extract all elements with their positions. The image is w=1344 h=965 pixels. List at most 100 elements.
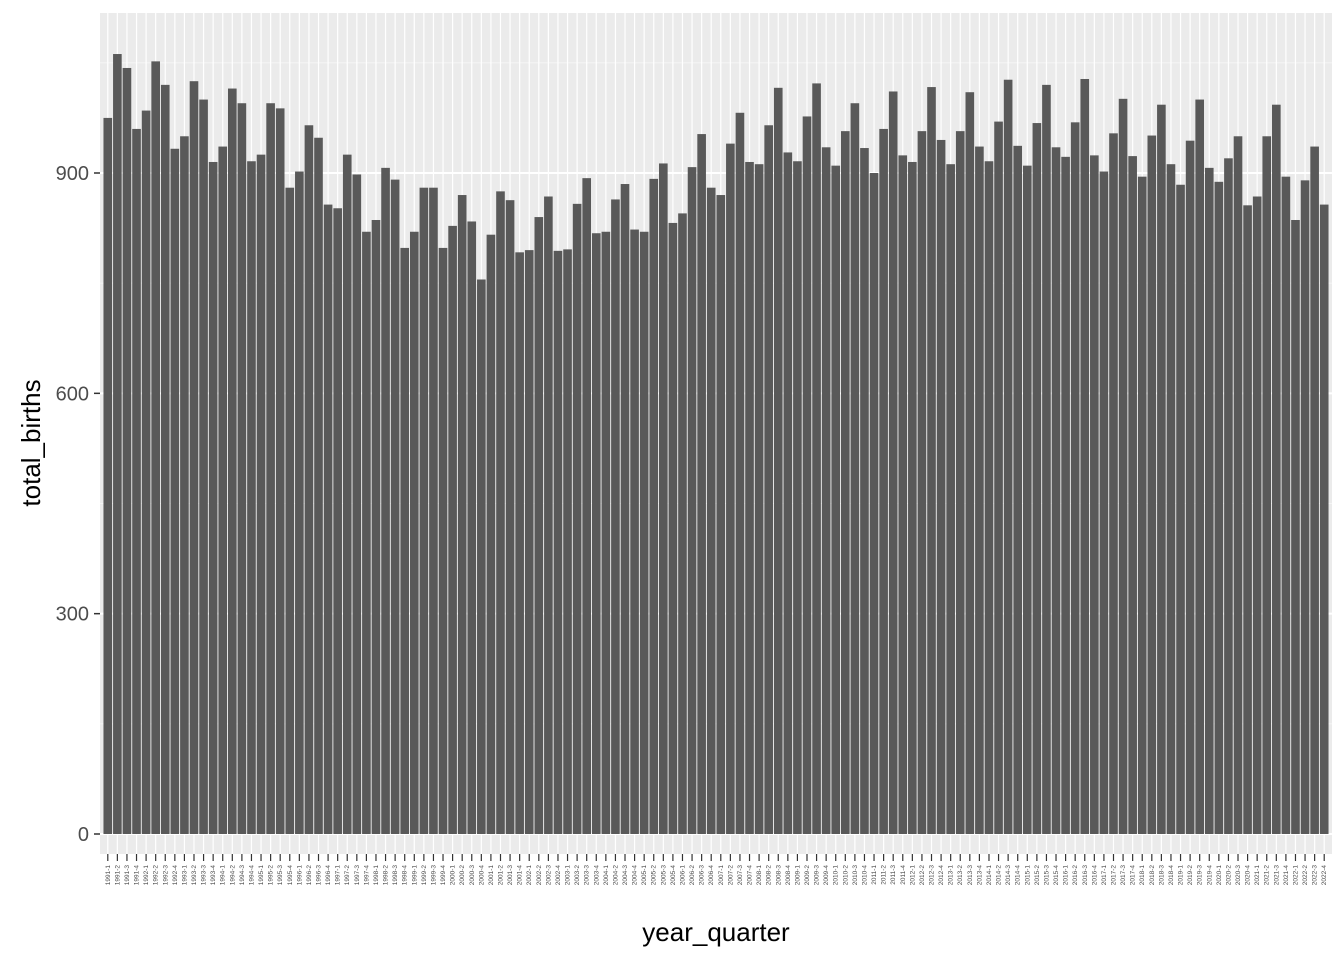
bar-2019-4 xyxy=(1204,167,1214,834)
bar-1998-4 xyxy=(400,247,410,834)
x-tick-label: 2005-4 xyxy=(670,865,677,886)
x-tick-label: 2018-2 xyxy=(1149,865,1156,886)
bar-2018-1 xyxy=(1137,176,1147,834)
bar-2011-3 xyxy=(888,91,898,834)
x-tick-label: 2015-2 xyxy=(1034,865,1041,886)
x-tick-label: 1994-4 xyxy=(248,865,255,886)
x-tick-label: 1996-1 xyxy=(296,865,303,886)
bar-2007-2 xyxy=(726,143,735,835)
bar-2006-1 xyxy=(678,213,687,835)
x-tick-label: 2008-4 xyxy=(785,865,792,886)
x-tick-label: 2020-2 xyxy=(1225,865,1232,886)
x-tick-label: 2016-3 xyxy=(1082,865,1089,886)
x-tick-label: 2011-4 xyxy=(900,865,907,885)
x-axis: 1991-1 1991-2 1991-3 1991-4 1992-1 1992-2 1992… xyxy=(105,854,1328,885)
x-tick-label: 2019-3 xyxy=(1197,865,1204,886)
x-tick-label: 2005-3 xyxy=(660,865,667,886)
bar-2002-4 xyxy=(553,250,563,835)
bar-2007-1 xyxy=(716,195,726,835)
x-tick-label: 1998-4 xyxy=(402,865,409,886)
bar-1996-3 xyxy=(314,137,323,834)
bar-2020-3 xyxy=(1233,136,1243,834)
bar-2003-4 xyxy=(591,233,601,835)
x-tick-label: 1996-4 xyxy=(325,865,332,886)
x-tick-label: 2006-2 xyxy=(689,865,696,886)
x-tick-label: 2003-3 xyxy=(584,865,591,886)
x-tick-label: 1991-3 xyxy=(124,865,131,886)
x-tick-label: 1994-2 xyxy=(229,865,236,886)
bar-1995-3 xyxy=(275,108,285,834)
bar-2001-4 xyxy=(515,252,524,834)
x-tick-label: 2002-2 xyxy=(536,865,543,886)
x-tick-label: 2013-2 xyxy=(957,865,964,886)
x-tick-label: 1993-2 xyxy=(191,865,198,886)
bar-2006-2 xyxy=(687,167,697,834)
bar-2015-4 xyxy=(1051,147,1061,835)
bar-2018-2 xyxy=(1147,135,1157,834)
x-tick-label: 2021-3 xyxy=(1273,865,1280,886)
x-tick-label: 1992-4 xyxy=(172,865,179,886)
x-tick-label: 2007-1 xyxy=(718,865,725,886)
bar-1991-1 xyxy=(103,117,113,834)
bar-2016-4 xyxy=(1090,155,1099,834)
x-tick-label: 2011-1 xyxy=(871,865,878,885)
bar-2001-2 xyxy=(496,191,505,835)
x-tick-label: 2008-1 xyxy=(756,865,763,886)
x-tick-label: 2021-4 xyxy=(1283,865,1290,886)
bar-2004-3 xyxy=(620,184,630,834)
x-tick-label: 2007-2 xyxy=(727,865,734,886)
bar-2006-4 xyxy=(706,187,716,834)
x-tick-label: 2000-1 xyxy=(450,865,457,886)
bar-1997-1 xyxy=(333,208,342,835)
x-tick-label: 2022-2 xyxy=(1302,865,1309,886)
x-tick-label: 2012-3 xyxy=(929,865,936,886)
x-tick-label: 1991-4 xyxy=(134,865,141,886)
bar-1992-3 xyxy=(160,84,170,834)
x-tick-label: 1996-2 xyxy=(306,865,313,886)
x-tick-label: 2022-4 xyxy=(1321,865,1328,886)
bar-2021-2 xyxy=(1262,136,1272,834)
x-tick-label: 2008-2 xyxy=(766,865,773,886)
bar-2012-3 xyxy=(927,87,936,834)
x-tick-label: 1998-2 xyxy=(383,865,390,886)
bar-2008-3 xyxy=(773,87,783,834)
bar-2003-3 xyxy=(582,178,592,834)
bar-2019-1 xyxy=(1176,184,1185,835)
x-tick-label: 2017-4 xyxy=(1130,865,1137,886)
x-tick-label: 2010-1 xyxy=(833,865,840,886)
x-tick-label: 1997-3 xyxy=(354,865,361,886)
bar-2012-1 xyxy=(908,161,917,834)
x-tick-label: 2016-2 xyxy=(1072,865,1079,886)
bar-2019-2 xyxy=(1185,140,1195,834)
bar-2014-3 xyxy=(1003,79,1013,834)
bar-2011-4 xyxy=(898,155,908,834)
bar-2017-2 xyxy=(1109,133,1118,835)
bar-2011-2 xyxy=(879,128,888,834)
y-axis: 0 300 600 900 xyxy=(56,163,100,846)
bar-2015-2 xyxy=(1032,123,1042,834)
bar-1994-2 xyxy=(227,88,237,835)
bar-1995-4 xyxy=(285,187,295,834)
x-tick-label: 2007-3 xyxy=(737,865,744,886)
x-tick-label: 1999-1 xyxy=(411,865,418,886)
x-tick-label: 2014-2 xyxy=(996,865,1003,886)
bar-2010-2 xyxy=(840,131,850,835)
y-axis-title: total_births xyxy=(16,379,46,506)
bar-2016-1 xyxy=(1061,156,1070,834)
bar-1997-2 xyxy=(342,154,352,834)
x-tick-label: 2021-1 xyxy=(1254,865,1261,886)
x-tick-label: 2019-2 xyxy=(1187,865,1194,886)
x-tick-label: 2002-3 xyxy=(545,865,552,886)
bar-2021-1 xyxy=(1252,196,1262,835)
bar-1999-1 xyxy=(409,231,419,834)
x-tick-label: 2015-4 xyxy=(1053,865,1060,886)
x-tick-label: 2017-2 xyxy=(1110,865,1117,886)
bar-1998-3 xyxy=(390,179,400,835)
x-tick-label: 1998-3 xyxy=(392,865,399,886)
x-tick-label: 2007-4 xyxy=(747,865,754,886)
bar-2004-2 xyxy=(611,199,620,834)
x-tick-label: 2014-1 xyxy=(986,865,993,886)
x-tick-label: 1995-4 xyxy=(287,865,294,886)
bar-2010-4 xyxy=(860,148,869,835)
x-tick-label: 2010-4 xyxy=(861,865,868,886)
